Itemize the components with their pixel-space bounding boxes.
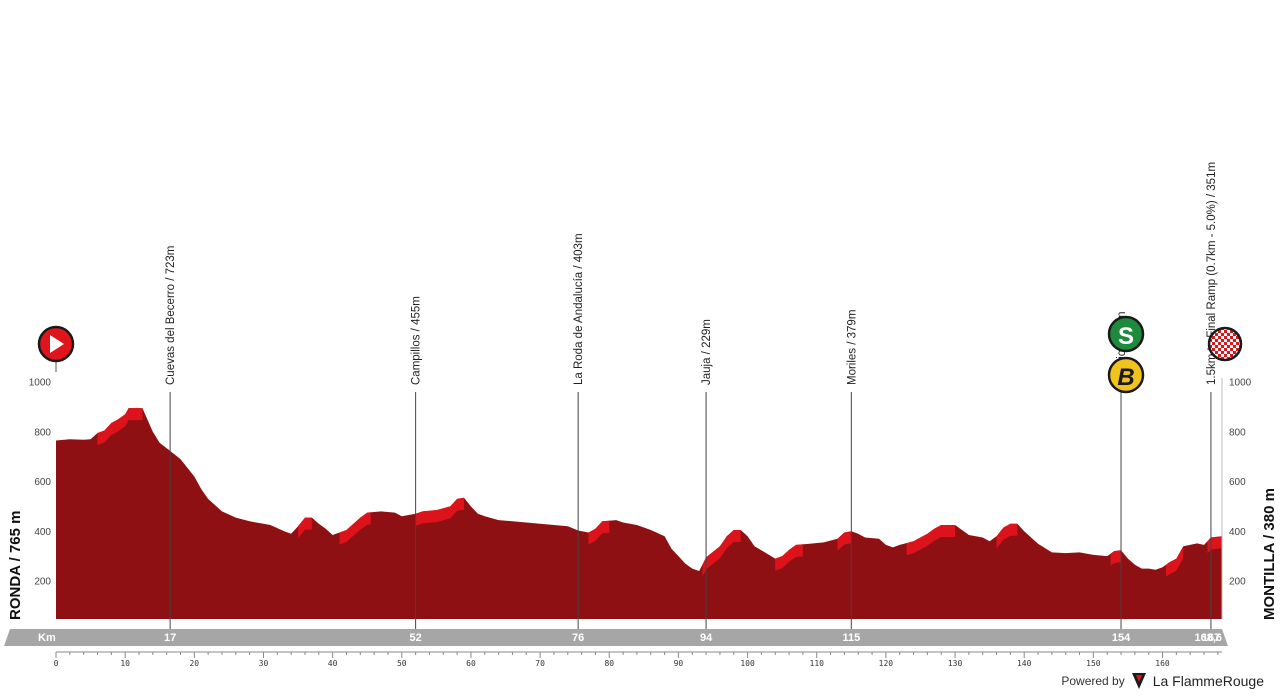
- x-tick-label: 40: [328, 659, 338, 668]
- climb-band: [702, 530, 741, 577]
- x-tick-label: 150: [1086, 659, 1101, 668]
- bonus-icon: B: [1107, 356, 1145, 394]
- profile-area: [56, 408, 1222, 619]
- waypoint-km-label: 154: [1112, 632, 1131, 644]
- svg-text:B: B: [1117, 364, 1134, 391]
- x-tick-label: 140: [1017, 659, 1032, 668]
- x-tick-label: 90: [674, 659, 684, 668]
- waypoint-label: Moriles / 379m: [846, 310, 858, 385]
- final-km-label: 168,6: [1194, 632, 1222, 644]
- x-tick-label: 0: [54, 659, 59, 668]
- brand-name: La FlammeRouge: [1152, 673, 1264, 689]
- km-axis-title: Km: [38, 632, 56, 644]
- waypoint-km-label: 76: [572, 632, 584, 644]
- elevation-tick-right: 800: [1229, 427, 1246, 438]
- x-axis-ticks: 0 10 20 30 40 50 60 70 80 90 100 110 120 130 140 150 160: [54, 651, 1222, 668]
- x-tick-label: 100: [740, 659, 755, 668]
- waypoint-label: La Roda de Andalucía / 403m: [573, 233, 585, 385]
- powered-by-text: Powered by: [1061, 674, 1125, 688]
- climb-band: [298, 517, 312, 539]
- powered-by-footer: Powered by La FlammeRouge: [1061, 672, 1264, 690]
- climb-highlights: [97, 408, 1222, 577]
- profile-fill: [56, 408, 1222, 619]
- waypoint-km-label: 167: [1202, 632, 1220, 644]
- x-tick-label: 110: [810, 659, 825, 668]
- elevation-tick-left: 1000: [29, 378, 52, 389]
- climb-band: [996, 523, 1018, 549]
- climb-band: [837, 531, 852, 551]
- waypoint-label: 1.5km to Final Ramp (0.7km - 5.0%) / 351…: [1206, 162, 1218, 385]
- x-tick-label: 120: [879, 659, 894, 668]
- elevation-tick-left: 400: [34, 527, 51, 538]
- waypoint-label: Campillos / 455m: [411, 296, 423, 385]
- x-tick-label: 10: [120, 659, 130, 668]
- climb-band: [415, 497, 464, 526]
- climb-band: [128, 408, 143, 421]
- km-axis-bar: [4, 629, 1228, 646]
- sprint-icon: S: [1107, 315, 1145, 353]
- x-tick-label: 80: [604, 659, 614, 668]
- elevation-tick-right: 1000: [1229, 378, 1252, 389]
- elevation-tick-left: 800: [34, 427, 51, 438]
- x-tick-label: 130: [948, 659, 963, 668]
- climb-band: [339, 512, 371, 545]
- flamme-rouge-logo-icon: [1131, 673, 1146, 689]
- svg-text:S: S: [1118, 323, 1134, 350]
- x-tick-label: 30: [259, 659, 269, 668]
- waypoint-km-label: 115: [842, 632, 860, 644]
- x-tick-label: 70: [535, 659, 545, 668]
- waypoint-km-label: 94: [700, 632, 713, 644]
- checkered-flag-icon: [1207, 326, 1243, 362]
- climb-band: [775, 544, 803, 571]
- climb-band: [588, 520, 610, 545]
- start-play-icon: [37, 325, 75, 363]
- elevation-tick-right: 400: [1229, 527, 1246, 538]
- x-tick-label: 160: [1155, 659, 1170, 668]
- waypoint-km-label: 52: [409, 632, 421, 644]
- start-side-label: RONDA / 765 m: [7, 511, 24, 620]
- x-tick-label: 50: [397, 659, 407, 668]
- elevation-axis: 200 200 400 400 600 600 800 800 1000 1000: [29, 378, 1252, 619]
- waypoint-km-labels: 17 52 76 94 115 154 167: [164, 632, 1220, 644]
- elevation-tick-left: 200: [34, 577, 51, 588]
- climb-band: [1166, 546, 1184, 577]
- x-tick-label: 60: [466, 659, 476, 668]
- elevation-tick-right: 200: [1229, 577, 1246, 588]
- climb-band: [1110, 550, 1121, 566]
- elevation-tick-right: 600: [1229, 477, 1246, 488]
- waypoint-label: Jauja / 229m: [701, 319, 713, 385]
- waypoint-label: Cuevas del Becerro / 723m: [165, 246, 177, 385]
- x-tick-label: 20: [189, 659, 199, 668]
- finish-side-label: MONTILLA / 380 m: [1261, 488, 1278, 620]
- climb-band: [97, 408, 129, 445]
- elevation-tick-left: 600: [34, 477, 51, 488]
- waypoint-km-label: 17: [164, 632, 176, 644]
- climb-band: [906, 525, 956, 556]
